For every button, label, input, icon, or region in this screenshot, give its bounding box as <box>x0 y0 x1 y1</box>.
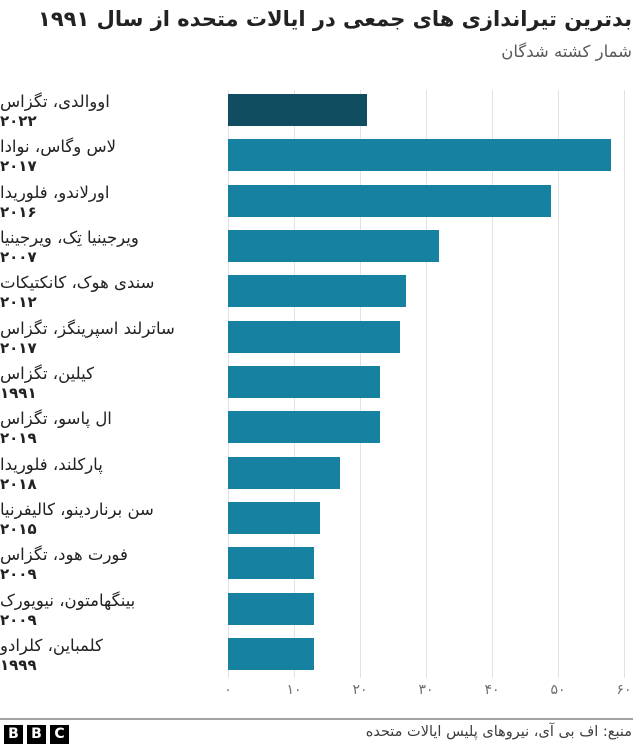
gridline <box>558 90 559 678</box>
row-label: لاس وگاس، نوادا ۲۰۱۷ <box>0 137 221 175</box>
bbc-logo-letter: B <box>27 725 46 744</box>
chart-row: ال پاسو، تگزاس ۲۰۱۹ <box>0 409 640 451</box>
gridline <box>426 90 427 678</box>
row-label: سندی هوک، کانکتیکات ۲۰۱۲ <box>0 273 221 311</box>
footer-divider <box>0 718 633 720</box>
row-year: ۱۹۹۹ <box>0 655 37 674</box>
row-year: ۲۰۱۷ <box>0 338 37 357</box>
row-location: کیلین، تگزاس <box>0 363 94 383</box>
chart-row: اووالدی، تگزاس ۲۰۲۲ <box>0 92 640 134</box>
chart-row: ویرجینیا تِک، ویرجینیا ۲۰۰۷ <box>0 228 640 270</box>
row-label: ال پاسو، تگزاس ۲۰۱۹ <box>0 409 221 447</box>
chart-subtitle: شمار کشته شدگان <box>501 42 632 61</box>
row-label: فورت هود، تگزاس ۲۰۰۹ <box>0 545 221 583</box>
chart-row: پارکلند، فلوریدا ۲۰۱۸ <box>0 455 640 497</box>
row-year: ۲۰۱۵ <box>0 519 37 538</box>
row-location: بینگهامتون، نیویورک <box>0 590 136 610</box>
row-label: کلمباین، کلرادو ۱۹۹۹ <box>0 636 221 674</box>
x-axis-tick-label: ۳۰ <box>418 682 434 698</box>
row-label: کیلین، تگزاس ۱۹۹۱ <box>0 364 221 402</box>
row-year: ۲۰۱۲ <box>0 293 37 312</box>
gridline <box>624 90 625 678</box>
value-bar <box>228 275 407 308</box>
row-year: ۱۹۹۱ <box>0 383 37 402</box>
chart-row: کیلین، تگزاس ۱۹۹۱ <box>0 364 640 406</box>
row-location: ویرجینیا تِک، ویرجینیا <box>0 227 139 247</box>
x-axis-tick-label: ۵۰ <box>550 682 566 698</box>
row-location: کلمباین، کلرادو <box>0 635 103 655</box>
row-year: ۲۰۱۹ <box>0 429 37 448</box>
x-axis-tick-label: ۶۰ <box>616 682 632 698</box>
value-bar <box>228 139 611 172</box>
row-location: ال پاسو، تگزاس <box>0 409 112 429</box>
chart-row: کلمباین، کلرادو ۱۹۹۹ <box>0 636 640 678</box>
gridline <box>492 90 493 678</box>
row-year: ۲۰۱۸ <box>0 474 37 493</box>
row-label: اورلاندو، فلوریدا ۲۰۱۶ <box>0 183 221 221</box>
chart-row: بینگهامتون، نیویورک ۲۰۰۹ <box>0 591 640 633</box>
row-location: اورلاندو، فلوریدا <box>0 182 110 202</box>
row-year: ۲۰۱۶ <box>0 202 37 221</box>
value-bar <box>228 184 552 217</box>
row-year: ۲۰۰۹ <box>0 565 37 584</box>
row-label: پارکلند، فلوریدا ۲۰۱۸ <box>0 455 221 493</box>
x-axis-tick-label: ۰ <box>224 682 232 698</box>
value-bar <box>228 94 367 126</box>
chart-row: لاس وگاس، نوادا ۲۰۱۷ <box>0 137 640 179</box>
x-axis-tick-label: ۴۰ <box>484 682 500 698</box>
row-label: ویرجینیا تِک، ویرجینیا ۲۰۰۷ <box>0 228 221 266</box>
x-axis-tick-label: ۱۰ <box>286 682 302 698</box>
value-bar <box>228 501 321 534</box>
row-label: اووالدی، تگزاس ۲۰۲۲ <box>0 92 221 130</box>
row-location: سندی هوک، کانکتیکات <box>0 273 155 293</box>
row-label: سن برناردینو، کالیفرنیا ۲۰۱۵ <box>0 500 221 538</box>
bbc-logo-letter: C <box>50 725 69 744</box>
chart-row: فورت هود، تگزاس ۲۰۰۹ <box>0 545 640 587</box>
value-bar <box>228 637 314 670</box>
source-attribution: منبع: اف بی آی، نیروهای پلیس ایالات متحد… <box>365 724 632 740</box>
row-year: ۲۰۱۷ <box>0 157 37 176</box>
chart-row: سندی هوک، کانکتیکات ۲۰۱۲ <box>0 273 640 315</box>
row-year: ۲۰۰۷ <box>0 247 37 266</box>
value-bar <box>228 547 314 580</box>
x-axis: ۰ ۱۰ ۲۰ ۳۰ ۴۰ ۵۰ ۶۰ <box>224 682 631 702</box>
row-year: ۲۰۲۲ <box>0 112 37 130</box>
value-bar <box>228 456 341 489</box>
bbc-logo: B B C <box>4 725 69 744</box>
value-bar <box>228 320 400 353</box>
row-location: سن برناردینو، کالیفرنیا <box>0 499 154 519</box>
chart-row: اورلاندو، فلوریدا ۲۰۱۶ <box>0 183 640 225</box>
chart-row: سن برناردینو، کالیفرنیا ۲۰۱۵ <box>0 500 640 542</box>
bar-chart: اووالدی، تگزاس ۲۰۲۲ لاس وگاس، نوادا ۲۰۱۷ اور… <box>0 90 640 678</box>
row-year: ۲۰۰۹ <box>0 610 37 629</box>
x-axis-tick-label: ۲۰ <box>352 682 368 698</box>
chart-row: ساترلند اسپرینگز، تگزاس ۲۰۱۷ <box>0 319 640 361</box>
value-bar <box>228 592 314 625</box>
value-bar <box>228 365 380 398</box>
row-label: ساترلند اسپرینگز، تگزاس ۲۰۱۷ <box>0 319 221 357</box>
page-title: بدترین تیراندازی های جمعی در ایالات متحد… <box>38 7 632 31</box>
row-location: پارکلند، فلوریدا <box>0 454 103 474</box>
value-bar <box>228 229 440 262</box>
row-location: لاس وگاس، نوادا <box>0 137 116 157</box>
row-location: ساترلند اسپرینگز، تگزاس <box>0 318 175 338</box>
value-bar <box>228 411 380 444</box>
row-location: فورت هود، تگزاس <box>0 545 128 565</box>
row-label: بینگهامتون، نیویورک ۲۰۰۹ <box>0 591 221 629</box>
bbc-logo-letter: B <box>4 725 23 744</box>
row-location: اووالدی، تگزاس <box>0 92 110 111</box>
